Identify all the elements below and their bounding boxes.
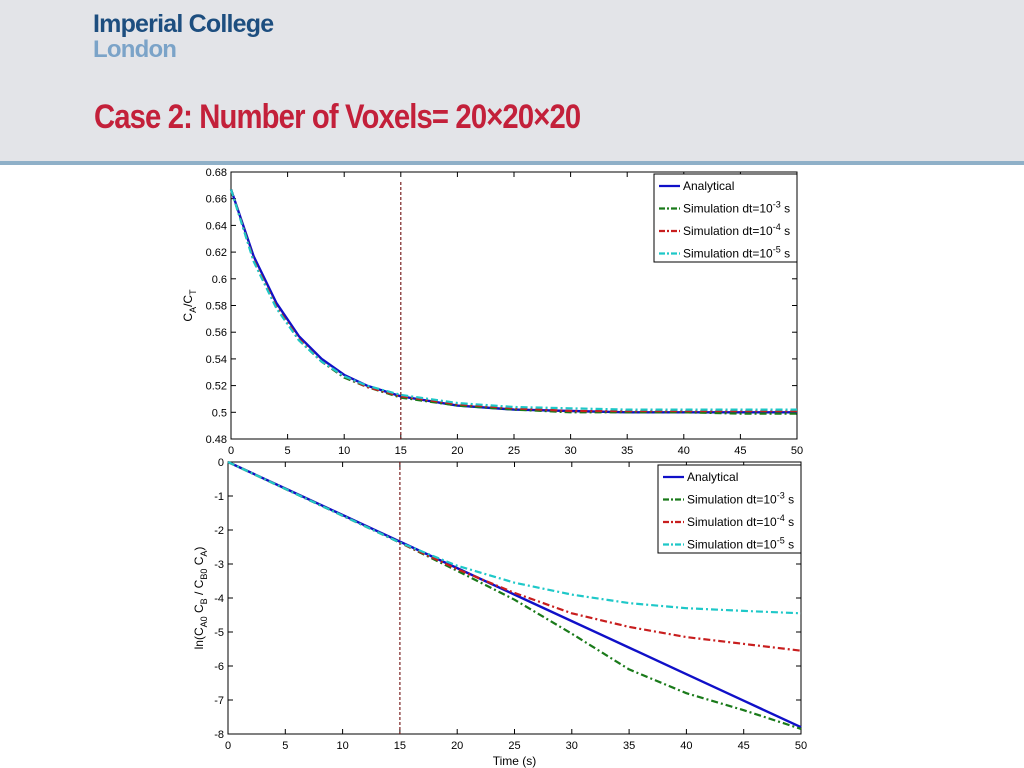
y-tick-label: 0.5 — [212, 407, 227, 419]
x-tick-label: 35 — [623, 740, 635, 752]
x-tick-label: 15 — [395, 445, 407, 457]
x-tick-label: 20 — [451, 445, 463, 457]
x-tick-label: 25 — [508, 740, 520, 752]
y-axis-label: CA/CT — [181, 289, 198, 322]
y-tick-label: -6 — [214, 661, 224, 673]
y-tick-label: 0.62 — [206, 247, 227, 259]
y-tick-label: -1 — [214, 491, 224, 503]
legend-entry: Simulation dt=10-4 s — [687, 513, 794, 529]
y-tick-label: -8 — [214, 729, 224, 741]
legend-entry: Simulation dt=10-5 s — [683, 245, 790, 261]
y-tick-label: -3 — [214, 559, 224, 571]
logo-line2: London — [93, 36, 177, 63]
y-tick-label: 0.48 — [206, 434, 227, 446]
x-tick-label: 20 — [451, 740, 463, 752]
slide-header: Imperial College London Case 2: Number o… — [0, 0, 1024, 165]
x-tick-label: 0 — [225, 740, 231, 752]
y-tick-label: 0.54 — [206, 354, 227, 366]
x-tick-label: 45 — [734, 445, 746, 457]
legend-entry: Analytical — [683, 179, 734, 193]
x-tick-label: 0 — [228, 445, 234, 457]
imperial-college-logo: Imperial College London — [93, 10, 274, 63]
x-tick-label: 30 — [566, 740, 578, 752]
series-line-4 — [229, 189, 797, 411]
x-tick-label: 30 — [564, 445, 576, 457]
y-tick-label: 0.58 — [206, 301, 227, 313]
x-tick-label: 50 — [791, 445, 803, 457]
slide-title: Case 2: Number of Voxels= 20×20×20 — [94, 98, 581, 136]
y-tick-label: 0.56 — [206, 327, 227, 339]
y-tick-label: -4 — [214, 593, 224, 605]
chart-panel-1: 0 5 10 15 20 25 30 35 40 45 50 0.48 0.5 0.52 0.54 0.56 0… — [181, 167, 803, 457]
legend-box — [653, 173, 798, 263]
x-tick-label: 40 — [678, 445, 690, 457]
y-tick-label: -2 — [214, 525, 224, 537]
legend-entry: Analytical — [687, 470, 738, 484]
x-tick-label: 40 — [680, 740, 692, 752]
y-tick-label: -5 — [214, 627, 224, 639]
y-axis-label: ln(CA0 CB / CB0 CA) — [192, 547, 209, 650]
x-tick-label: 10 — [336, 740, 348, 752]
y-tick-label: 0.66 — [206, 194, 227, 206]
legend-entry: Simulation dt=10-3 s — [687, 491, 794, 507]
series-line-4 — [227, 461, 802, 615]
y-tick-label: 0.52 — [206, 381, 227, 393]
legend: Analytical Simulation dt=10-3 s Simulation… — [657, 464, 802, 554]
x-tick-label: 35 — [621, 445, 633, 457]
legend-box — [657, 464, 802, 554]
x-tick-label: 25 — [508, 445, 520, 457]
x-tick-label: 50 — [795, 740, 807, 752]
y-tick-label: 0.6 — [212, 274, 227, 286]
y-tick-label: 0.68 — [206, 167, 227, 179]
logo-line1: Imperial College — [93, 10, 274, 38]
y-tick-label: -7 — [214, 695, 224, 707]
x-tick-label: 15 — [394, 740, 406, 752]
y-tick-label: 0 — [218, 457, 224, 469]
legend-entry: Simulation dt=10-5 s — [687, 536, 794, 552]
chart-panel-2: 0 5 10 15 20 25 30 35 40 45 50 0 -1 -2 -3 -4 -5 -6 -7 -8 Ana… — [192, 457, 807, 768]
y-tick-label: 0.64 — [206, 220, 227, 232]
legend-entry: Simulation dt=10-3 s — [683, 200, 790, 216]
x-tick-label: 45 — [738, 740, 750, 752]
legend: Analytical Simulation dt=10-3 s Simulation… — [653, 173, 798, 263]
x-axis-label: Time (s) — [493, 754, 537, 768]
x-tick-label: 5 — [282, 740, 288, 752]
legend-entry: Simulation dt=10-4 s — [683, 222, 790, 238]
x-tick-label: 5 — [285, 445, 291, 457]
x-tick-label: 10 — [338, 445, 350, 457]
